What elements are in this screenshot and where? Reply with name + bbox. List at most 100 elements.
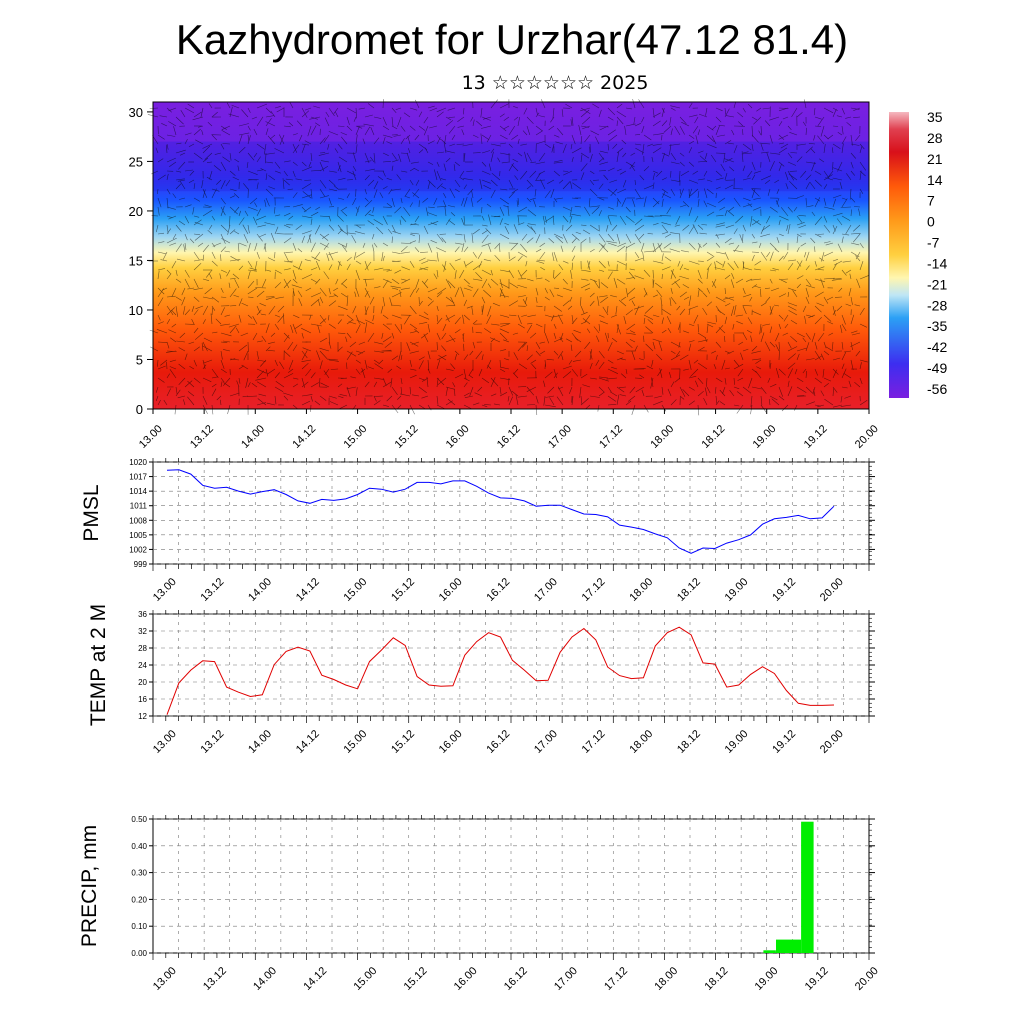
x-tick-label: 20.00 [818, 728, 846, 756]
x-tick-label: 15.00 [351, 965, 379, 993]
wind-arrow [563, 170, 573, 176]
wind-arrow [634, 123, 641, 127]
wind-arrow [355, 314, 360, 324]
wind-arrow [814, 278, 826, 283]
wind-arrow [256, 350, 259, 360]
wind-arrow [163, 399, 168, 406]
wind-arrow [352, 165, 357, 172]
wind-arrow [408, 148, 411, 154]
wind-arrow [788, 310, 798, 316]
wind-arrow [193, 259, 203, 262]
wind-arrow [363, 278, 375, 280]
wind-arrow [789, 180, 798, 190]
wind-arrow [558, 314, 564, 325]
wind-arrow [820, 353, 825, 361]
y-tick-label: 0.10 [131, 922, 147, 931]
wind-arrow [202, 359, 206, 370]
wind-arrow [783, 314, 789, 322]
wind-arrow [508, 269, 514, 279]
wind-arrow [688, 161, 695, 167]
wind-arrow [526, 323, 533, 325]
wind-arrow [589, 170, 595, 174]
wind-arrow [724, 303, 731, 307]
wind-arrow [647, 319, 654, 325]
wind-arrow [304, 179, 312, 181]
wind-arrow [697, 199, 700, 208]
wind-arrow [778, 395, 785, 401]
wind-arrow [697, 332, 706, 339]
wind-arrow [772, 268, 780, 271]
wind-arrow [418, 257, 426, 262]
wind-arrow [346, 256, 352, 262]
wind-arrow [247, 280, 255, 289]
wind-arrow [211, 260, 218, 267]
wind-arrow [445, 304, 455, 307]
wind-arrow [553, 368, 557, 379]
wind-arrow [535, 395, 539, 404]
wind-arrow [418, 356, 425, 361]
wind-arrow [796, 332, 805, 338]
wind-arrow [643, 335, 645, 343]
wind-arrow [297, 248, 303, 253]
wind-arrow [319, 296, 324, 304]
wind-arrow [778, 161, 785, 167]
wind-arrow [616, 198, 619, 208]
wind-arrow [616, 103, 623, 109]
wind-arrow [724, 210, 728, 217]
wind-arrow [247, 314, 253, 319]
wind-arrow [652, 200, 660, 208]
wind-arrow [520, 143, 528, 146]
wind-arrow [670, 128, 673, 136]
wind-arrow [175, 243, 182, 253]
wind-arrow [775, 332, 780, 342]
wind-arrow [499, 218, 503, 226]
wind-arrow [427, 296, 433, 301]
wind-arrow [400, 152, 409, 154]
wind-arrow [737, 368, 744, 377]
wind-arrow [444, 206, 447, 217]
colorbar [889, 112, 909, 398]
wind-arrow [642, 251, 645, 262]
wind-arrow [494, 254, 501, 262]
wind-arrow [481, 125, 492, 129]
wind-arrow [427, 212, 438, 217]
wind-arrow [426, 376, 429, 388]
wind-arrow [695, 135, 699, 145]
wind-arrow [256, 251, 260, 259]
wind-arrow [814, 116, 822, 120]
wind-arrow [168, 329, 177, 334]
wind-arrow [845, 116, 852, 119]
wind-arrow [259, 303, 267, 307]
wind-arrow [850, 296, 853, 305]
wind-arrow [346, 295, 349, 307]
wind-arrow [670, 381, 675, 388]
x-tick-label: 13.12 [201, 965, 229, 993]
wind-arrow [461, 129, 465, 136]
wind-arrow [184, 139, 188, 145]
wind-arrow [778, 293, 787, 298]
wind-arrow [441, 237, 447, 244]
wind-arrow [201, 342, 204, 352]
wind-arrow [656, 353, 663, 361]
wind-arrow [670, 105, 681, 109]
wind-arrow [202, 157, 209, 163]
wind-arrow [309, 116, 321, 120]
wind-arrow [742, 143, 752, 151]
wind-arrow [589, 362, 593, 370]
wind-arrow [288, 122, 294, 127]
wind-arrow [570, 119, 573, 127]
wind-arrow [234, 206, 240, 213]
wind-arrow [679, 264, 684, 271]
wind-arrow [337, 197, 345, 200]
wind-arrow [688, 343, 692, 352]
wind-arrow [255, 287, 267, 289]
x-tick-label: 18.12 [702, 965, 730, 993]
wind-arrow [787, 386, 793, 397]
wind-arrow [364, 114, 373, 118]
wind-arrow [580, 107, 591, 115]
wind-arrow [754, 268, 762, 271]
wind-arrow [832, 177, 843, 181]
wind-arrow [598, 269, 605, 272]
wind-arrow [683, 296, 690, 300]
